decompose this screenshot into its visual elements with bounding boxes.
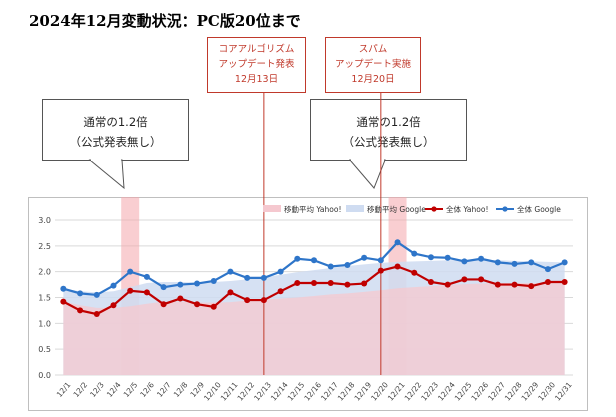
y-tick-label: 0.0 — [38, 371, 51, 380]
point-yahoo-total — [478, 276, 485, 283]
point-yahoo-total — [210, 303, 217, 310]
point-google-total — [160, 284, 167, 291]
point-yahoo-total — [260, 297, 267, 304]
legend-swatch-marker — [502, 206, 508, 212]
point-google-total — [294, 255, 301, 262]
legend-swatch — [263, 205, 281, 212]
y-tick-label: 1.0 — [38, 319, 51, 328]
callout-dec21: 通常の1.2倍 （公式発表無し） — [310, 99, 467, 161]
event-spam-update-line1: スパム — [358, 44, 388, 55]
point-yahoo-total — [511, 281, 518, 288]
point-yahoo-total — [411, 269, 418, 276]
point-yahoo-total — [344, 281, 351, 288]
point-google-total — [344, 261, 351, 268]
point-google-total — [143, 273, 150, 280]
point-yahoo-total — [444, 281, 451, 288]
point-google-total — [277, 268, 284, 275]
trend-chart: 0.00.51.01.52.02.53.012/112/212/312/412/… — [28, 93, 588, 411]
point-google-total — [411, 250, 418, 257]
callout-dec5-line2: （公式発表無し） — [69, 135, 162, 149]
point-yahoo-total — [528, 283, 535, 290]
point-google-total — [244, 274, 251, 281]
callout-dec5: 通常の1.2倍 （公式発表無し） — [42, 99, 189, 161]
point-google-total — [227, 268, 234, 275]
event-spam-update-date: 12月20日 — [351, 74, 395, 85]
point-google-total — [311, 257, 317, 264]
point-yahoo-total — [377, 267, 384, 274]
point-google-total — [377, 257, 384, 264]
y-tick-label: 1.5 — [38, 294, 51, 303]
legend-label: 移動平均 Yahoo! — [284, 204, 341, 214]
point-google-total — [177, 281, 184, 288]
point-yahoo-total — [427, 279, 434, 285]
point-yahoo-total — [160, 301, 167, 308]
point-google-total — [93, 291, 100, 298]
y-tick-label: 2.0 — [38, 268, 51, 277]
point-yahoo-total — [327, 280, 334, 287]
legend-swatch — [346, 205, 364, 212]
point-google-total — [511, 260, 518, 267]
point-google-total — [427, 254, 434, 261]
event-spam-update: スパム アップデート実施 12月20日 — [325, 37, 421, 93]
callout-dec21-line2: （公式発表無し） — [342, 135, 435, 149]
legend-label: 全体 Google — [517, 204, 561, 214]
event-core-update-line2: アップデート発表 — [218, 59, 295, 70]
point-google-total — [544, 266, 551, 273]
legend-label: 全体 Yahoo! — [446, 204, 488, 214]
legend-swatch-marker — [431, 206, 437, 212]
point-yahoo-total — [244, 297, 251, 304]
point-yahoo-total — [77, 307, 84, 314]
point-google-total — [494, 259, 501, 266]
point-yahoo-total — [93, 311, 100, 318]
point-yahoo-total — [461, 276, 468, 283]
point-yahoo-total — [177, 295, 184, 302]
point-google-total — [260, 274, 267, 281]
point-yahoo-total — [60, 298, 67, 305]
point-yahoo-total — [127, 287, 134, 294]
callout-dec5-line1: 通常の1.2倍 — [83, 115, 148, 129]
point-yahoo-total — [544, 279, 551, 285]
event-core-update: コアアルゴリズム アップデート発表 12月13日 — [207, 37, 306, 93]
point-google-total — [127, 268, 134, 275]
point-yahoo-total — [494, 281, 501, 288]
point-yahoo-total — [110, 302, 117, 309]
y-tick-label: 3.0 — [38, 216, 51, 225]
y-tick-label: 2.5 — [38, 242, 51, 251]
callout-dec21-line1: 通常の1.2倍 — [356, 115, 421, 129]
point-yahoo-total — [394, 263, 401, 270]
point-google-total — [77, 290, 84, 297]
event-core-update-date: 12月13日 — [234, 74, 279, 85]
area-yahoo-moving-average — [63, 282, 565, 375]
point-google-total — [327, 263, 334, 270]
point-google-total — [194, 280, 201, 287]
point-yahoo-total — [143, 289, 150, 296]
point-yahoo-total — [561, 279, 568, 285]
point-google-total — [528, 259, 535, 266]
point-google-total — [110, 282, 117, 289]
point-google-total — [361, 254, 368, 261]
point-google-total — [210, 277, 217, 284]
point-yahoo-total — [194, 301, 201, 308]
legend-label: 移動平均 Google — [367, 204, 426, 214]
point-google-total — [478, 255, 485, 262]
point-google-total — [444, 254, 451, 261]
point-yahoo-total — [227, 289, 234, 296]
point-yahoo-total — [361, 280, 368, 287]
event-core-update-line1: コアアルゴリズム — [218, 44, 295, 55]
event-spam-update-line2: アップデート実施 — [334, 59, 411, 70]
point-yahoo-total — [294, 280, 301, 287]
point-yahoo-total — [277, 288, 284, 295]
y-tick-label: 0.5 — [38, 345, 51, 354]
point-google-total — [60, 285, 67, 292]
point-yahoo-total — [311, 280, 317, 287]
point-google-total — [394, 239, 401, 246]
point-google-total — [461, 258, 468, 265]
point-google-total — [561, 259, 568, 266]
page-title: 2024年12月変動状況：PC版20位まで — [29, 12, 301, 30]
